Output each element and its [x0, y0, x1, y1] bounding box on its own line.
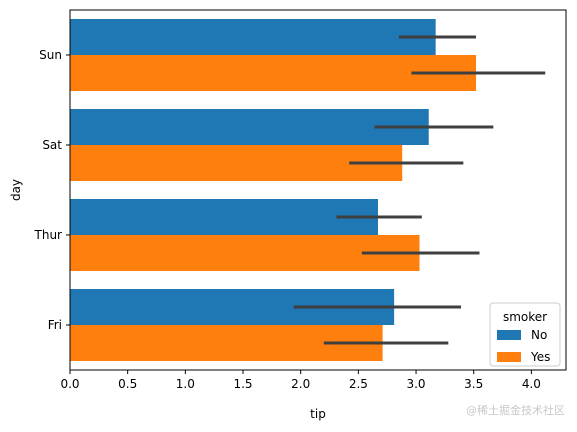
x-tick-label: 3.5: [464, 377, 483, 391]
x-tick-label: 0.0: [60, 377, 79, 391]
y-axis: Sun Sat Thur Fri: [34, 48, 70, 332]
x-tick-label: 2.5: [349, 377, 368, 391]
y-axis-label: day: [9, 179, 23, 201]
plot-frame: [69, 9, 567, 371]
y-tick-label: Sun: [39, 48, 62, 62]
x-tick-label: 3.0: [406, 377, 425, 391]
legend-label-yes: Yes: [530, 350, 550, 364]
watermark: @稀土掘金技术社区: [466, 403, 565, 417]
x-tick-label: 1.5: [233, 377, 252, 391]
y-tick-label: Thur: [34, 228, 63, 242]
y-tick-label: Sat: [42, 138, 62, 152]
error-bars-layer: [293, 35, 546, 345]
bars-layer: [70, 19, 477, 361]
bar-thur-no: [70, 199, 378, 235]
x-axis-label: tip: [310, 407, 326, 421]
x-tick-label: 1.0: [176, 377, 195, 391]
bar-thur-yes: [70, 235, 420, 271]
bar-sat-no: [70, 109, 429, 145]
bar-sun-no: [70, 19, 436, 55]
x-tick-label: 4.0: [522, 377, 541, 391]
legend-box: [489, 302, 561, 367]
x-tick-label: 2.0: [291, 377, 310, 391]
legend-swatch-yes: [497, 352, 521, 362]
x-tick-label: 0.5: [118, 377, 137, 391]
x-axis: 0.0 0.5 1.0 1.5 2.0 2.5 3.0 3.5 4.0: [60, 370, 541, 391]
y-tick-label: Fri: [48, 318, 62, 332]
legend: smoker No Yes: [489, 302, 561, 367]
legend-label-no: No: [531, 328, 547, 342]
bar-sat-yes: [70, 145, 403, 181]
legend-swatch-no: [497, 330, 521, 340]
legend-title: smoker: [503, 310, 547, 324]
bar-sun-yes: [70, 55, 477, 91]
